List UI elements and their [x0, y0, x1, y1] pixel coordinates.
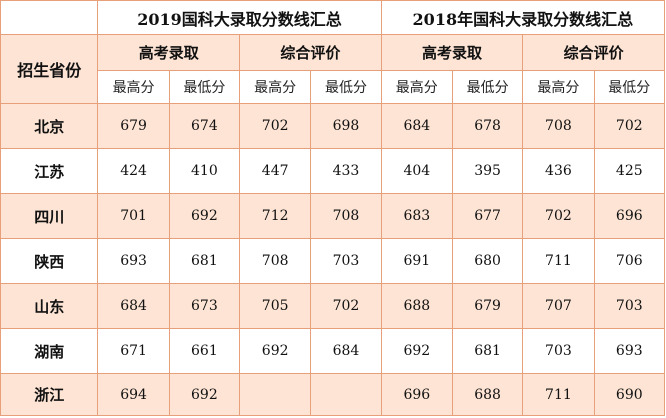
score-cell: [310, 373, 382, 416]
min-score-header: 最低分: [593, 70, 666, 104]
table-row: 山东 684 673 705 702 688 679 707 703: [0, 283, 666, 329]
zonghe-2019-header: 综合评价: [239, 34, 382, 71]
score-cell: 678: [451, 103, 524, 149]
score-cell: 712: [239, 193, 312, 239]
score-cell: 433: [310, 148, 382, 194]
score-cell: 692: [168, 193, 241, 239]
score-cell: 691: [380, 238, 453, 284]
max-score-header: 最高分: [239, 70, 312, 104]
score-cell: 683: [380, 193, 453, 239]
score-cell: 684: [97, 283, 170, 329]
province-cell: 江苏: [0, 148, 99, 194]
score-cell: 702: [239, 103, 312, 149]
year-header-row: 2019国科大录取分数线汇总 2018年国科大录取分数线汇总: [0, 0, 666, 35]
province-cell: 山东: [0, 283, 99, 329]
score-cell: 661: [168, 328, 241, 374]
score-cell: 425: [593, 148, 666, 194]
score-cell: 684: [310, 328, 382, 374]
province-cell: 浙江: [0, 373, 99, 416]
gaokao-2018-header: 高考录取: [380, 34, 524, 71]
score-cell: 702: [522, 193, 595, 239]
table-row: 陕西 693 681 708 703 691 680 711 706: [0, 238, 666, 284]
score-cell: 436: [522, 148, 595, 194]
score-cell: 711: [522, 238, 595, 284]
table-row: 湖南 671 661 692 684 692 681 703 693: [0, 328, 666, 374]
score-cell: 696: [380, 373, 453, 416]
score-cell: 681: [451, 328, 524, 374]
score-cell: 679: [97, 103, 170, 149]
zonghe-2018-header: 综合评价: [522, 34, 665, 71]
score-cell: 684: [380, 103, 453, 149]
gaokao-2019-header: 高考录取: [97, 34, 241, 71]
score-cell: 671: [97, 328, 170, 374]
score-cell: 674: [168, 103, 241, 149]
score-cell: 702: [310, 283, 382, 329]
score-cell: 693: [593, 328, 666, 374]
corner-cell: [0, 0, 99, 35]
score-cell: [239, 373, 312, 416]
score-cell: 706: [593, 238, 666, 284]
score-cell: 692: [168, 373, 241, 416]
type-header-row: 招生省份 高考录取 综合评价 高考录取 综合评价: [0, 34, 665, 104]
score-cell: 693: [97, 238, 170, 284]
score-cell: 677: [451, 193, 524, 239]
province-cell: 北京: [0, 103, 99, 149]
score-cell: 404: [380, 148, 453, 194]
max-score-header: 最高分: [380, 70, 453, 104]
score-cell: 705: [239, 283, 312, 329]
table-row: 北京 679 674 702 698 684 678 708 702: [0, 103, 666, 149]
table-row: 江苏 424 410 447 433 404 395 436 425: [0, 148, 666, 194]
table-row: 浙江 694 692 696 688 711 690: [0, 373, 666, 416]
score-cell: 708: [522, 103, 595, 149]
score-cell: 698: [310, 103, 382, 149]
year-2019-header: 2019国科大录取分数线汇总: [97, 0, 382, 35]
score-cell: 424: [97, 148, 170, 194]
score-cell: 707: [522, 283, 595, 329]
score-cell: 690: [593, 373, 666, 416]
score-cell: 692: [380, 328, 453, 374]
score-cell: 681: [168, 238, 241, 284]
min-score-header: 最低分: [310, 70, 382, 104]
score-cell: 703: [522, 328, 595, 374]
min-score-header: 最低分: [168, 70, 241, 104]
score-cell: 410: [168, 148, 241, 194]
score-cell: 708: [239, 238, 312, 284]
score-cell: 702: [593, 103, 666, 149]
score-cell: 694: [97, 373, 170, 416]
province-cell: 陕西: [0, 238, 99, 284]
score-cell: 679: [451, 283, 524, 329]
score-cell: 696: [593, 193, 666, 239]
max-score-header: 最高分: [522, 70, 595, 104]
score-cell: 703: [593, 283, 666, 329]
score-cell: 688: [380, 283, 453, 329]
score-cell: 395: [451, 148, 524, 194]
score-cell: 688: [451, 373, 524, 416]
score-cell: 673: [168, 283, 241, 329]
table-row: 四川 701 692 712 708 683 677 702 696: [0, 193, 666, 239]
subheader-row: 最高分 最低分 最高分 最低分 最高分 最低分 最高分 最低分: [1, 70, 666, 104]
province-cell: 湖南: [0, 328, 99, 374]
province-column-header: 招生省份: [0, 34, 99, 104]
score-cell: 692: [239, 328, 312, 374]
score-cell: 708: [310, 193, 382, 239]
score-cell: 680: [451, 238, 524, 284]
score-cell: 703: [310, 238, 382, 284]
max-score-header: 最高分: [97, 70, 170, 104]
year-2018-header: 2018年国科大录取分数线汇总: [380, 0, 666, 35]
score-cell: 711: [522, 373, 595, 416]
min-score-header: 最低分: [451, 70, 524, 104]
score-cell: 447: [239, 148, 312, 194]
score-cell: 701: [97, 193, 170, 239]
province-cell: 四川: [0, 193, 99, 239]
